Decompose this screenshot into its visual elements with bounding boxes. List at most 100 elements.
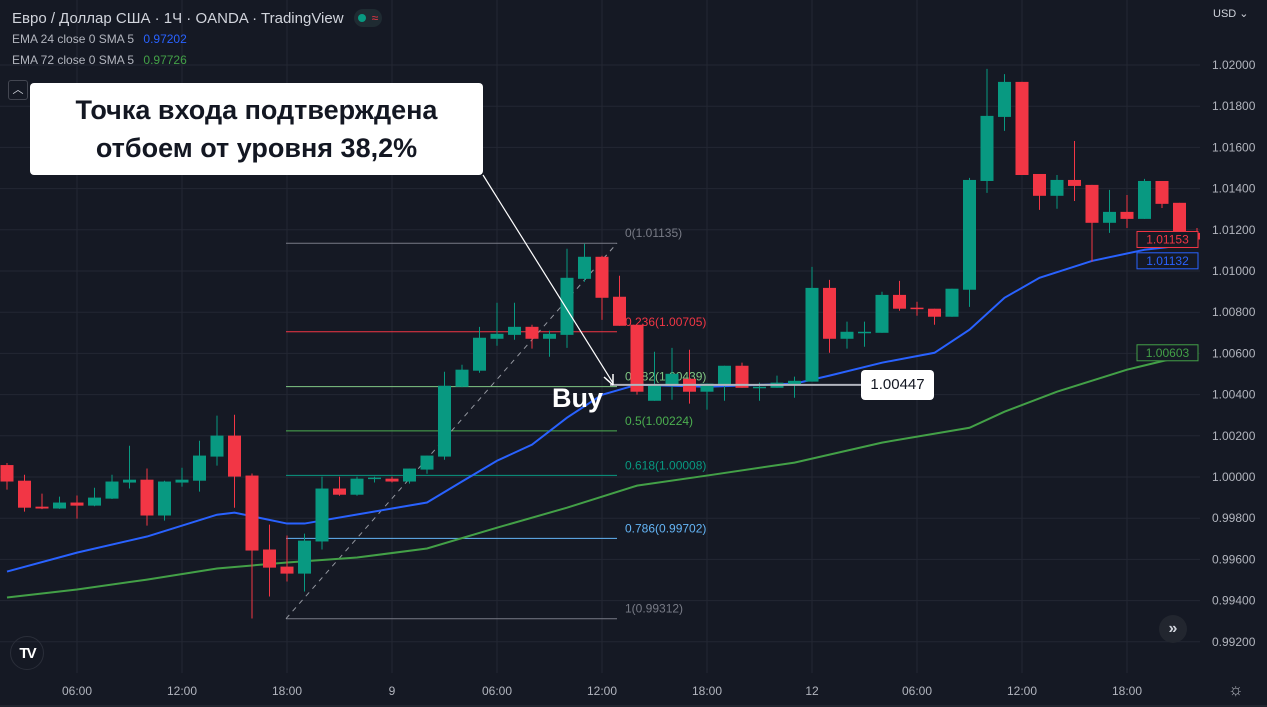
fibonacci-retracement[interactable]: 0(1.01135)0.236(1.00705)0.382(1.00439)0.… [285,226,706,620]
candle [0,462,14,490]
price-tick-label: 1.01200 [1212,223,1256,237]
candle-body [455,369,469,387]
ema-24-value: 0.97202 [143,32,187,46]
candle-body [175,479,189,483]
candle-body [350,478,364,495]
candle [280,535,294,582]
candle [175,467,189,487]
time-tick-label: 12:00 [1007,684,1037,698]
candle-body [123,479,136,483]
tradingview-logo[interactable]: TV [10,636,44,670]
candle [735,362,749,388]
candle [70,495,84,519]
candle-body [210,435,224,457]
candle [333,476,346,496]
candle-body [88,497,101,506]
candle-body [368,477,381,480]
candle [910,301,924,316]
candle [700,383,714,410]
candle-body [735,365,749,388]
price-tag-label: 1.01132 [1146,254,1189,268]
ema-72-value: 0.97726 [143,53,187,67]
ema-24-legend[interactable]: EMA 24 close 0 SMA 5 0.97202 [12,32,382,49]
candle [403,468,416,484]
currency-selector[interactable]: USD ⌄ [1213,8,1249,20]
price-axis[interactable]: 1.02000 1.01800 1.01600 1.01400 1.01200 1.010… [1200,0,1267,707]
candle-body [613,296,626,326]
candle [228,414,241,508]
candle [928,308,941,325]
candle [263,524,276,597]
entry-price-label[interactable]: 1.00447 [861,370,934,400]
candle-body [315,488,329,542]
candle [980,68,994,193]
price-tag-box [1136,344,1199,362]
fib-level-label: 0(1.01135) [625,226,682,240]
candle-body [858,331,871,334]
candle-body [980,115,994,181]
time-tick-label: 18:00 [272,684,302,698]
market-wave-icon: ≈ [371,11,379,25]
candle-body [1155,180,1169,204]
time-tick-label: 12 [805,684,819,698]
candle [123,445,136,489]
market-open-dot-icon [357,14,366,22]
candle-body [420,455,434,470]
price-tick-label: 0.99400 [1212,594,1256,608]
market-status[interactable]: ≈ [353,9,383,27]
candle-body [193,455,206,481]
time-tick-label: 18:00 [1112,684,1142,698]
chart-legend: Евро / Доллар США · 1Ч · OANDA · Trading… [12,8,383,70]
candle [630,324,644,395]
fib-level-label: 0.236(1.00705) [625,315,706,329]
candle-body [1120,211,1134,219]
candle-body [525,326,539,339]
candle [1033,173,1046,210]
ema-24-label: EMA 24 close 0 SMA 5 [12,32,135,46]
candle [455,364,469,388]
ema-line [6,242,1198,573]
candle [1103,189,1116,233]
fib-level-label: 0.618(1.00008) [625,458,706,472]
annotation-arrow-line [482,174,614,384]
candle-body [893,294,906,309]
candle-body [910,307,924,310]
ema-72-legend[interactable]: EMA 72 close 0 SMA 5 0.97726 [12,53,382,70]
price-tag-label: 1.00603 [1146,346,1190,360]
candle [875,291,889,333]
candle-body [1138,180,1151,219]
candle-body [473,337,486,371]
candle [158,480,171,521]
collapse-legend-button[interactable]: ︿ [8,80,28,100]
fib-trend-line [285,242,618,620]
candle [385,476,399,483]
candle-body [840,331,854,339]
ema-line [6,351,1198,599]
candle-body [805,287,819,382]
drawings[interactable] [482,174,861,386]
price-tick-label: 0.99200 [1212,635,1256,649]
ema-lines [6,242,1198,599]
candle [315,476,329,550]
candle [1050,175,1064,209]
candle [718,365,731,401]
candle-body [333,488,346,495]
fib-level-label: 0.5(1.00224) [625,414,693,428]
candle-body [35,506,49,509]
candle [438,371,451,460]
price-tick-label: 1.00800 [1212,305,1256,319]
candle [420,455,434,474]
settings-sun-icon[interactable]: ☼ [1228,680,1244,699]
price-tags: 1.01153 1.01132 1.00603 [1136,230,1199,362]
time-tick-label: 06:00 [62,684,92,698]
symbol-title[interactable]: Евро / Доллар США · 1Ч · OANDA · Trading… [12,9,344,27]
candle-body [1103,211,1116,223]
candle-body [963,179,976,290]
candle-body [630,324,644,392]
buy-label[interactable]: Buy [552,383,604,413]
time-axis[interactable]: 06:00 12:00 18:00 9 06:00 12:00 18:00 12 06:00 12… [0,673,1267,707]
annotation-callout[interactable]: Точка входа подтверждена отбоем от уровн… [30,83,483,175]
candle-body [788,380,801,385]
scroll-to-realtime-button[interactable]: » [1159,615,1187,643]
